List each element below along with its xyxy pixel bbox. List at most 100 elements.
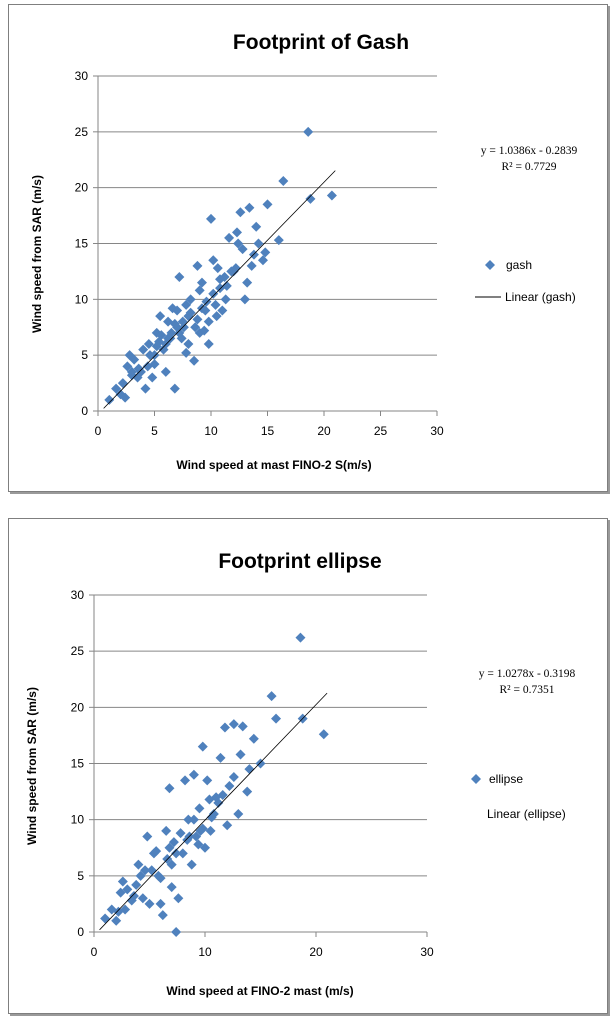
data-point — [237, 721, 248, 732]
data-point — [155, 898, 166, 909]
data-point — [233, 238, 244, 249]
data-point — [215, 274, 226, 285]
data-point — [175, 828, 186, 839]
data-point — [194, 285, 205, 296]
y-tick-label: 20 — [71, 700, 85, 714]
x-tick-label: 5 — [151, 424, 158, 438]
r-squared: R² = 0.7729 — [502, 161, 557, 173]
data-point — [113, 906, 124, 917]
data-point — [196, 303, 207, 314]
data-point — [262, 199, 273, 210]
data-point — [197, 823, 208, 834]
data-point — [174, 327, 185, 338]
chart-panel-ellipse: Footprint ellipse 0 5 10 15 20 25 30 0 10 20 30 Wi… — [8, 518, 608, 1014]
legend-trendline-label: Linear (ellipse) — [487, 807, 566, 821]
trendline-equation: y = 1.0386x - 0.2839 — [481, 145, 578, 157]
data-point — [126, 895, 137, 906]
data-point — [237, 244, 248, 255]
data-point — [196, 277, 207, 288]
data-point — [117, 378, 128, 389]
data-point — [235, 207, 246, 218]
data-point — [303, 126, 314, 137]
data-point — [206, 812, 217, 823]
data-point — [194, 803, 205, 814]
data-point — [135, 870, 146, 881]
x-tick-label: 30 — [420, 945, 434, 959]
data-point — [157, 910, 168, 921]
legend-trendline-label: Linear (gash) — [505, 290, 576, 304]
data-point — [115, 887, 126, 898]
data-point — [193, 839, 204, 850]
data-point — [242, 277, 253, 288]
y-tick-label: 10 — [75, 292, 89, 306]
trendline — [103, 170, 336, 409]
data-point — [168, 837, 179, 848]
data-point — [326, 190, 337, 201]
data-point — [140, 865, 151, 876]
data-point — [295, 632, 306, 643]
data-point — [278, 175, 289, 186]
data-point — [180, 775, 191, 786]
y-tick-label: 15 — [75, 237, 89, 251]
x-tick-label: 15 — [261, 424, 275, 438]
x-tick-label: 10 — [198, 945, 212, 959]
x-tick-label: 0 — [91, 945, 98, 959]
data-point — [251, 221, 262, 232]
data-point — [188, 769, 199, 780]
data-point — [181, 347, 192, 358]
legend-series-label: ellipse — [489, 772, 523, 786]
data-point — [203, 316, 214, 327]
data-point — [142, 361, 153, 372]
data-point — [173, 893, 184, 904]
data-point — [222, 820, 233, 831]
legend: ellipse Linear (ellipse) — [471, 772, 566, 821]
data-point — [224, 232, 235, 243]
x-tick-label: 20 — [309, 945, 323, 959]
data-point — [231, 227, 242, 238]
data-point — [213, 797, 224, 808]
data-point — [181, 299, 192, 310]
r-squared: R² = 0.7351 — [500, 684, 555, 696]
data-point — [205, 825, 216, 836]
data-point — [147, 372, 158, 383]
data-point — [144, 350, 155, 361]
data-point — [266, 691, 277, 702]
data-point — [122, 884, 133, 895]
data-point — [164, 842, 175, 853]
data-point — [142, 831, 153, 842]
legend-marker-diamond — [471, 774, 481, 784]
data-point — [208, 255, 219, 266]
data-point — [166, 859, 177, 870]
x-axis-label: Wind speed at FINO-2 mast (m/s) — [166, 984, 353, 998]
y-tick-label: 15 — [71, 757, 85, 771]
data-point — [111, 915, 122, 926]
data-point — [199, 325, 210, 336]
data-point — [160, 366, 171, 377]
data-point — [233, 809, 244, 820]
data-point — [165, 333, 176, 344]
data-point — [217, 789, 228, 800]
chart-ellipse: Footprint ellipse 0 5 10 15 20 25 30 0 10 20 30 Wi… — [25, 550, 576, 998]
data-point — [228, 771, 239, 782]
data-point — [183, 814, 194, 825]
y-axis-label: Wind speed from SAR (m/s) — [30, 175, 44, 333]
data-point — [318, 729, 329, 740]
data-point — [242, 786, 253, 797]
data-point — [219, 722, 230, 733]
data-point — [257, 255, 268, 266]
data-point — [228, 719, 239, 730]
data-point — [174, 272, 185, 282]
data-point — [122, 361, 133, 372]
data-point — [140, 383, 151, 394]
data-point — [185, 294, 196, 305]
data-point — [253, 238, 264, 249]
y-tick-label: 0 — [81, 404, 88, 418]
data-point — [197, 741, 208, 752]
data-point — [155, 873, 166, 884]
data-point — [305, 193, 316, 204]
data-point — [172, 305, 183, 316]
data-point — [128, 891, 139, 902]
data-point — [201, 296, 212, 307]
y-tick-label: 25 — [75, 125, 89, 139]
trendline — [99, 692, 328, 931]
